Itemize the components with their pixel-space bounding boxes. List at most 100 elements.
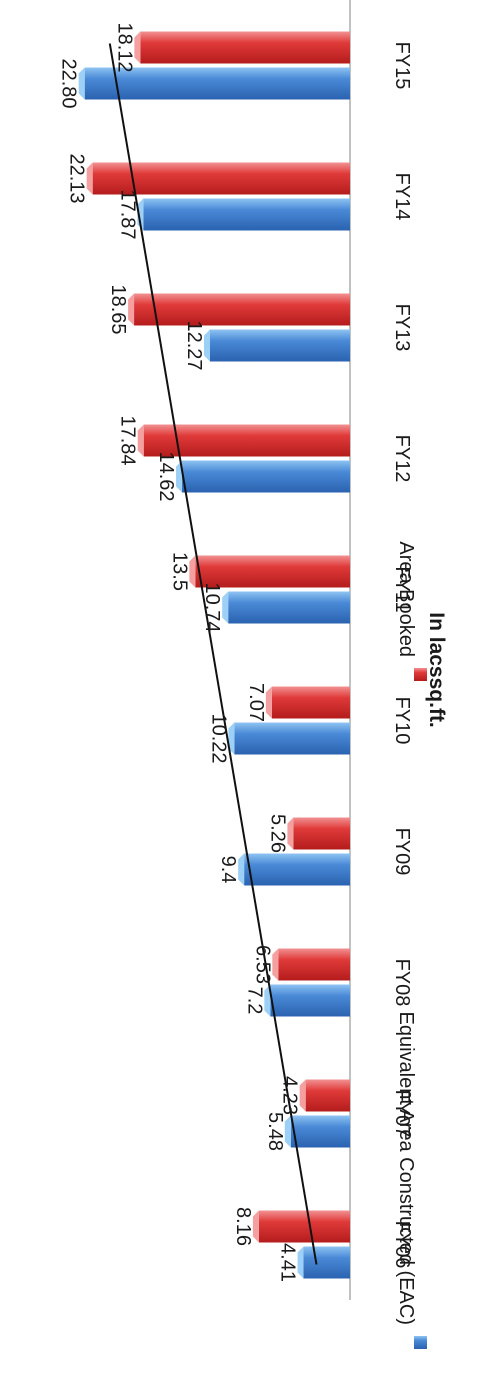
bar-area-booked — [265, 686, 350, 719]
bar-body — [244, 853, 350, 886]
bar-body — [290, 1115, 350, 1148]
bar-body — [209, 329, 350, 362]
bar-cap — [137, 424, 144, 457]
bar-cap — [297, 1246, 304, 1279]
data-label: 14.62 — [155, 451, 177, 501]
bar-body — [228, 591, 350, 624]
bar-body — [140, 31, 350, 64]
category-label: FY09 — [391, 828, 413, 876]
bar-cap — [222, 591, 229, 624]
category-label: FY06 — [391, 1221, 413, 1269]
category-label: FY15 — [391, 42, 413, 90]
legend-item-eac: Equivalent Area Constructed (EAC) — [395, 1012, 427, 1349]
bar-eac — [137, 198, 350, 231]
bar-cap — [86, 162, 93, 195]
legend-label: Area Booked — [395, 541, 417, 657]
legend-swatch — [414, 1336, 427, 1349]
bar-area-booked — [272, 948, 350, 981]
bar-body — [303, 1246, 350, 1279]
bar-area-booked — [252, 1210, 350, 1243]
data-label: 22.13 — [66, 153, 88, 203]
bar-cap — [228, 722, 235, 755]
bar-body — [92, 162, 350, 195]
bar-area-booked — [287, 817, 350, 850]
bar-eac — [222, 591, 350, 624]
legend-swatch — [414, 668, 427, 681]
bar-area-booked — [134, 31, 350, 64]
data-label: 17.84 — [117, 415, 139, 465]
category-label: FY11 — [391, 566, 413, 612]
bar-cap — [134, 31, 141, 64]
data-label: 6.53 — [251, 945, 273, 984]
bar-body — [234, 722, 350, 755]
category-label: FY14 — [391, 173, 413, 221]
legend-label: Equivalent Area Constructed (EAC) — [395, 1012, 417, 1326]
bar-cap — [284, 1115, 291, 1148]
bar-cap — [299, 1079, 306, 1112]
trendline — [108, 43, 318, 1265]
bar-cap — [78, 67, 85, 100]
legend-item-area-booked: Area Booked — [395, 541, 427, 681]
bar-body — [271, 686, 350, 719]
bar-cap — [272, 948, 279, 981]
bar-area-booked — [86, 162, 350, 195]
category-label: FY08 — [391, 959, 413, 1007]
bars — [78, 31, 351, 1279]
bar-eac — [297, 1246, 350, 1279]
bar-cap — [189, 555, 196, 588]
bar-body — [305, 1079, 350, 1112]
bar-eac — [228, 722, 350, 755]
bar-cap — [252, 1210, 259, 1243]
data-label: 4.23 — [279, 1076, 301, 1115]
data-label: 12.27 — [183, 320, 205, 370]
bar-body — [258, 1210, 350, 1243]
bar-area-booked — [189, 555, 350, 588]
legend: Equivalent Area Constructed (EAC) Area Bo… — [395, 541, 427, 1349]
bar-eac — [238, 853, 350, 886]
bar-body — [143, 198, 350, 231]
bar-cap — [176, 460, 183, 493]
trendline-eac — [108, 43, 318, 1265]
bar-body — [278, 948, 350, 981]
bar-area-booked — [128, 293, 350, 326]
bar-body — [134, 293, 350, 326]
bar-area-booked — [299, 1079, 350, 1112]
bar-cap — [128, 293, 135, 326]
labels: FY15 22.80 18.12 FY14 17.87 22.13 FY13 12.27 18.… — [58, 22, 413, 1282]
bar-eac — [176, 460, 350, 493]
bar-body — [84, 67, 351, 100]
data-label: 17.87 — [116, 189, 138, 239]
bar-cap — [287, 817, 294, 850]
bar-eac — [78, 67, 351, 100]
data-label: 5.26 — [266, 814, 288, 853]
y-axis-label: In lacssq.ft. — [425, 612, 448, 728]
data-label: 9.4 — [217, 856, 239, 884]
bar-eac — [203, 329, 350, 362]
bar-eac — [284, 1115, 350, 1148]
data-label: 8.16 — [232, 1207, 254, 1246]
bar-cap — [203, 329, 210, 362]
data-label: 22.80 — [58, 58, 80, 108]
data-label: 4.41 — [277, 1243, 299, 1282]
data-label: 7.2 — [243, 987, 265, 1015]
bar-cap — [137, 198, 144, 231]
bar-body — [182, 460, 350, 493]
data-label: 18.65 — [107, 284, 129, 334]
bar-body — [195, 555, 350, 588]
bar-cap — [238, 853, 245, 886]
bar-eac — [264, 984, 350, 1017]
data-label: 10.22 — [207, 713, 229, 763]
data-label: 7.07 — [245, 683, 267, 722]
category-label: FY12 — [391, 435, 413, 483]
bar-body — [270, 984, 350, 1017]
data-label: 18.12 — [113, 22, 135, 72]
data-label: 10.74 — [201, 582, 223, 632]
category-label: FY10 — [391, 697, 413, 745]
category-label: FY07 — [391, 1090, 413, 1138]
data-label: 5.48 — [264, 1112, 286, 1151]
bar-body — [293, 817, 350, 850]
bar-cap — [264, 984, 271, 1017]
data-label: 13.5 — [168, 552, 190, 591]
bar-cap — [265, 686, 272, 719]
